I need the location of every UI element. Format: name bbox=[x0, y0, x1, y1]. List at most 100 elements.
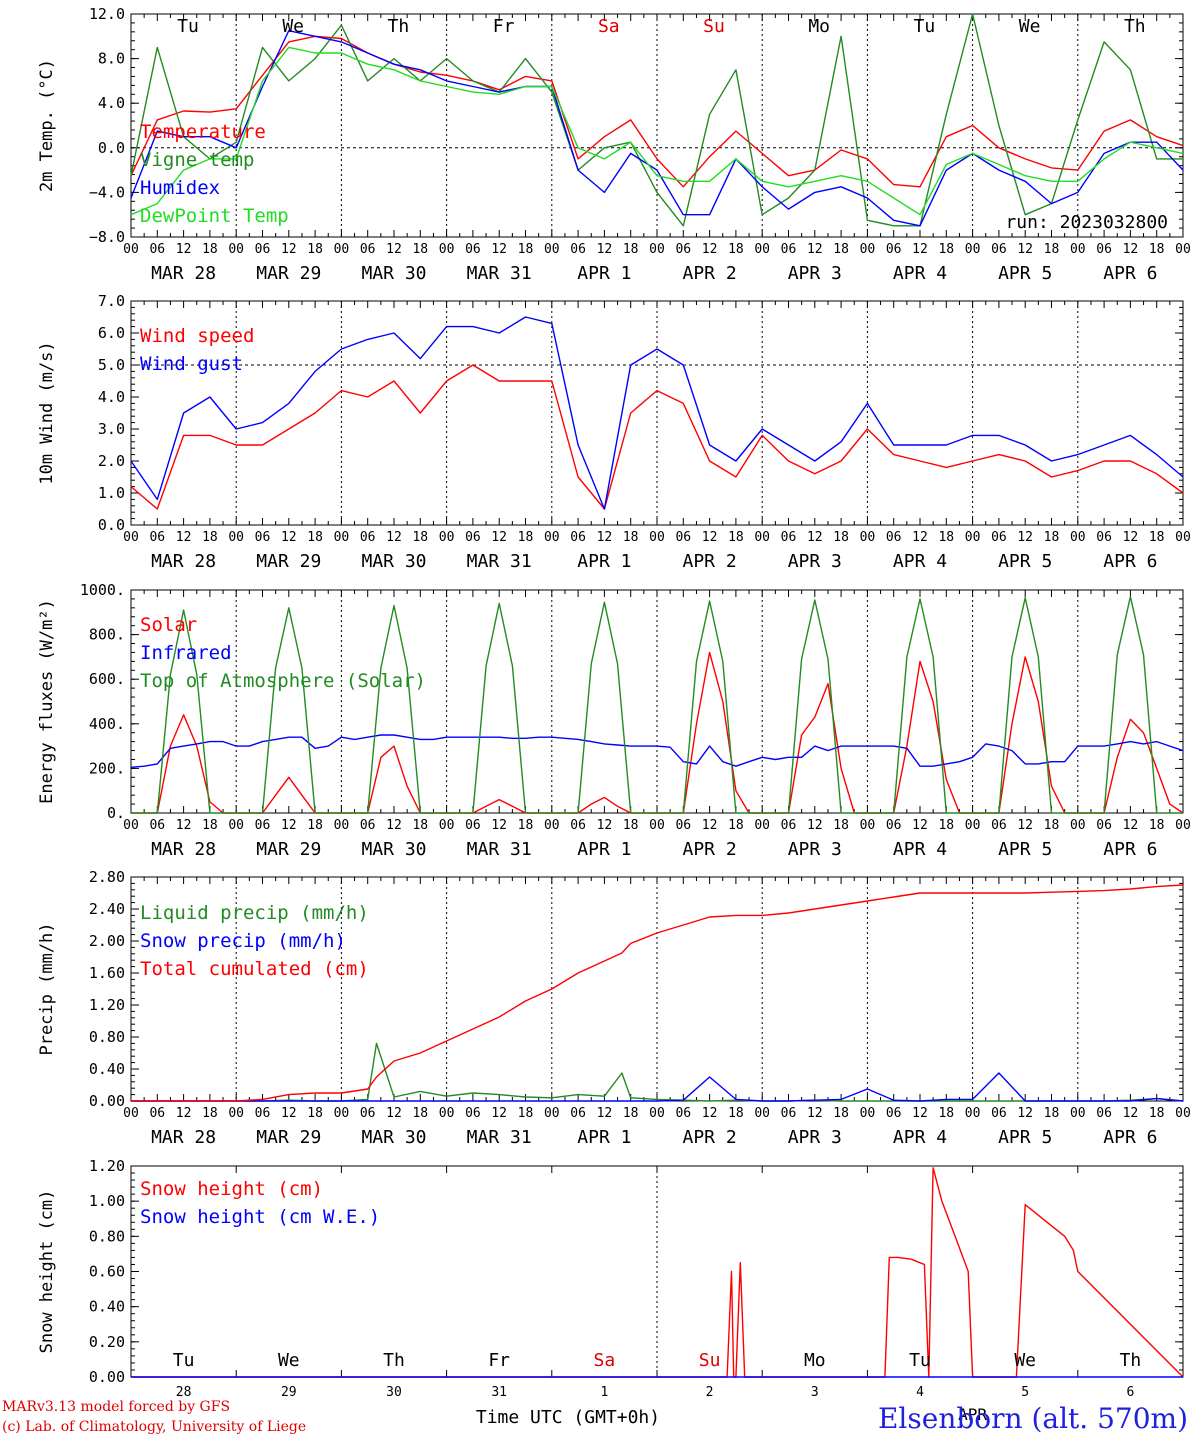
hour-tick-label: 18 bbox=[1149, 1106, 1165, 1121]
hour-tick-label: 06 bbox=[886, 1106, 902, 1121]
hour-tick-label: 00 bbox=[1070, 242, 1086, 257]
y-tick-label: 1000. bbox=[80, 581, 125, 599]
weekday-label: Su bbox=[699, 1350, 721, 1371]
date-label: APR 1 bbox=[577, 551, 631, 572]
hour-tick-label: 06 bbox=[1096, 530, 1112, 545]
hour-tick-label: 12 bbox=[281, 242, 297, 257]
date-label: MAR 30 bbox=[361, 839, 426, 860]
date-label: APR 2 bbox=[683, 839, 737, 860]
day-number-label: 29 bbox=[281, 1385, 297, 1400]
hour-tick-label: 00 bbox=[754, 242, 770, 257]
hour-tick-label: 00 bbox=[860, 530, 876, 545]
hour-tick-label: 00 bbox=[649, 242, 665, 257]
hour-tick-label: 06 bbox=[781, 530, 797, 545]
hour-tick-label: 12 bbox=[597, 818, 613, 833]
hour-tick-label: 18 bbox=[833, 530, 849, 545]
hour-tick-label: 00 bbox=[228, 242, 244, 257]
hour-tick-label: 18 bbox=[728, 1106, 744, 1121]
hour-tick-label: 18 bbox=[202, 242, 218, 257]
hour-tick-label: 00 bbox=[1175, 818, 1191, 833]
series-line-1 bbox=[130, 35, 1184, 188]
weekday-label: Sa bbox=[598, 16, 620, 37]
hour-tick-label: 18 bbox=[202, 818, 218, 833]
hour-tick-label: 00 bbox=[334, 1106, 350, 1121]
weekday-label: Su bbox=[703, 16, 725, 37]
date-label: MAR 28 bbox=[151, 263, 216, 284]
hour-tick-label: 06 bbox=[675, 530, 691, 545]
hour-tick-label: 00 bbox=[965, 530, 981, 545]
hour-tick-label: 00 bbox=[544, 530, 560, 545]
weekday-label: Tu bbox=[909, 1350, 931, 1371]
hour-tick-label: 18 bbox=[307, 242, 323, 257]
weekday-label: Fr bbox=[493, 16, 515, 37]
hour-tick-label: 00 bbox=[965, 818, 981, 833]
series-line-2 bbox=[130, 316, 1184, 510]
hour-tick-label: 18 bbox=[1149, 530, 1165, 545]
date-label: APR 5 bbox=[998, 551, 1052, 572]
legend-entry: DewPoint Temp bbox=[140, 205, 289, 227]
hour-tick-label: 00 bbox=[228, 818, 244, 833]
date-label: MAR 31 bbox=[467, 263, 532, 284]
legend-entry: Total cumulated (cm) bbox=[140, 958, 369, 980]
weekday-label: Th bbox=[1124, 16, 1146, 37]
hour-tick-label: 12 bbox=[491, 818, 507, 833]
y-tick-label: 0.80 bbox=[89, 1028, 125, 1046]
hour-tick-label: 18 bbox=[1149, 818, 1165, 833]
hour-tick-label: 18 bbox=[623, 530, 639, 545]
date-label: APR 5 bbox=[998, 839, 1052, 860]
hour-tick-label: 06 bbox=[991, 242, 1007, 257]
hour-tick-label: 12 bbox=[1017, 530, 1033, 545]
hour-tick-label: 18 bbox=[728, 530, 744, 545]
y-axis-label: Precip (mm/h) bbox=[37, 922, 57, 1055]
hour-tick-label: 00 bbox=[649, 818, 665, 833]
date-label: APR 3 bbox=[788, 1127, 842, 1148]
day-number-label: 28 bbox=[176, 1385, 192, 1400]
date-label: APR 2 bbox=[683, 263, 737, 284]
hour-tick-label: 12 bbox=[1123, 818, 1139, 833]
day-number-label: 30 bbox=[386, 1385, 402, 1400]
hour-tick-label: 00 bbox=[439, 1106, 455, 1121]
weekday-label: Fr bbox=[488, 1350, 510, 1371]
date-label: MAR 30 bbox=[361, 1127, 426, 1148]
hour-tick-label: 00 bbox=[860, 818, 876, 833]
hour-tick-label: 00 bbox=[544, 818, 560, 833]
hour-tick-label: 00 bbox=[334, 818, 350, 833]
hour-tick-label: 06 bbox=[781, 818, 797, 833]
hour-tick-label: 00 bbox=[649, 530, 665, 545]
hour-tick-label: 06 bbox=[255, 818, 271, 833]
y-axis-label: 10m Wind (m/s) bbox=[37, 341, 57, 484]
hour-tick-label: 12 bbox=[912, 530, 928, 545]
weekday-label: Tu bbox=[173, 1350, 195, 1371]
hour-tick-label: 12 bbox=[1017, 1106, 1033, 1121]
hour-tick-label: 12 bbox=[597, 242, 613, 257]
y-tick-label: 0.0 bbox=[98, 139, 125, 157]
day-number-label: 6 bbox=[1126, 1385, 1134, 1400]
hour-tick-label: 18 bbox=[307, 530, 323, 545]
hour-tick-label: 12 bbox=[807, 1106, 823, 1121]
y-tick-label: 4.0 bbox=[98, 388, 125, 406]
y-tick-label: −8.0 bbox=[89, 228, 125, 246]
date-label: APR 4 bbox=[893, 551, 947, 572]
hour-tick-label: 06 bbox=[149, 818, 165, 833]
hour-tick-label: 00 bbox=[754, 818, 770, 833]
hour-tick-label: 18 bbox=[623, 818, 639, 833]
series-line-1 bbox=[131, 1167, 1184, 1378]
hour-tick-label: 06 bbox=[149, 530, 165, 545]
legend-entry: Wind speed bbox=[140, 325, 254, 347]
hour-tick-label: 12 bbox=[176, 1106, 192, 1121]
hour-tick-label: 06 bbox=[149, 1106, 165, 1121]
y-tick-label: 1.00 bbox=[89, 1192, 125, 1210]
hour-tick-label: 12 bbox=[702, 242, 718, 257]
hour-tick-label: 18 bbox=[518, 530, 534, 545]
legend-entry: Snow height (cm) bbox=[140, 1178, 323, 1200]
hour-tick-label: 00 bbox=[544, 242, 560, 257]
y-tick-label: 6.0 bbox=[98, 324, 125, 342]
hour-tick-label: 06 bbox=[570, 1106, 586, 1121]
date-label: MAR 29 bbox=[256, 263, 321, 284]
hour-tick-label: 06 bbox=[465, 818, 481, 833]
hour-tick-label: 12 bbox=[702, 818, 718, 833]
y-tick-label: 0.60 bbox=[89, 1263, 125, 1281]
date-label: APR 3 bbox=[788, 551, 842, 572]
y-axis-label: 2m Temp. (°C) bbox=[37, 59, 57, 192]
series-line-3 bbox=[130, 30, 1184, 227]
